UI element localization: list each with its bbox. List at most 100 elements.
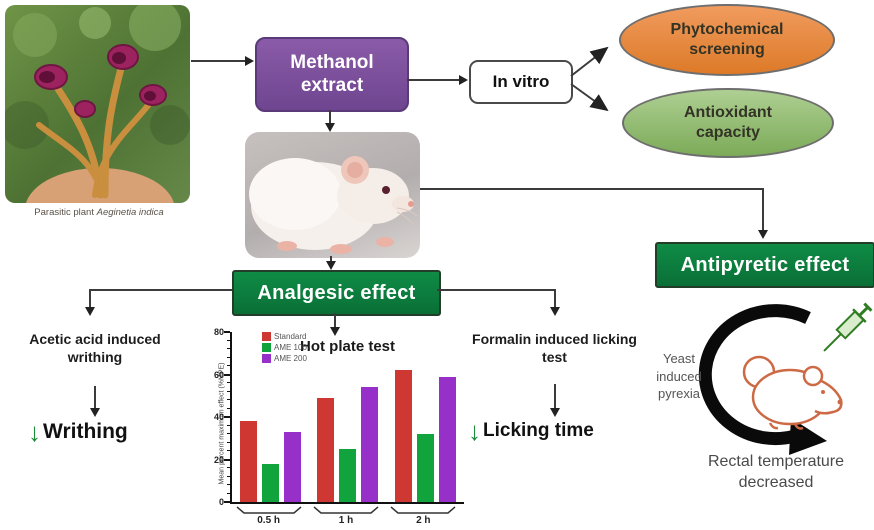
plant-photo: [5, 5, 190, 203]
chart-y-axis-label: Mean percent maximum effect (%MPE): [218, 362, 226, 485]
y-tick: [224, 373, 230, 376]
bar-ame-200: [284, 431, 302, 502]
y-tick: [224, 501, 230, 503]
legend-item: AME 200: [262, 354, 307, 363]
syringe-icon: [823, 302, 873, 352]
connector-line: [191, 60, 246, 62]
bar-standard: [240, 421, 258, 502]
legend-swatch: [262, 343, 271, 352]
y-tick-label: 60: [213, 369, 224, 380]
y-minor-tick: [227, 475, 230, 477]
connector-line: [94, 386, 96, 410]
bar-groups: [232, 370, 464, 502]
bar-ame-200: [438, 376, 456, 502]
group-bracket: [236, 506, 302, 514]
hotplate-plot: Standard AME 100 AME 200 0 20 40 60 80: [214, 327, 464, 507]
hot-plate-chart: Mean percent maximum effect (%MPE) Hot p…: [204, 324, 470, 530]
y-minor-tick: [227, 407, 230, 409]
legend-swatch: [262, 354, 271, 363]
plant-illustration: [5, 5, 190, 203]
x-axis-group: 1 h: [311, 506, 381, 526]
methanol-extract-label: Methanol extract: [290, 51, 374, 96]
writhing-result-label: Writhing: [43, 420, 128, 443]
y-tick-label: 0: [218, 497, 224, 507]
antipyretic-effect-box: Antipyretic effect: [655, 242, 874, 288]
group-bracket: [390, 506, 456, 514]
y-minor-tick: [227, 399, 230, 400]
antipyretic-effect-label: Antipyretic effect: [680, 253, 850, 276]
mouse-outline-icon: [742, 355, 843, 430]
legend-label: AME 200: [274, 354, 307, 363]
licking-result-label: Licking time: [483, 420, 594, 441]
y-minor-tick: [227, 441, 230, 443]
bar-group: [394, 370, 456, 502]
chart-title: Hot plate test: [300, 338, 396, 355]
arrowhead-icon: [85, 307, 95, 316]
connector-line: [89, 289, 91, 309]
x-tick-label: 2 h: [416, 515, 431, 526]
connector-line: [762, 188, 764, 232]
arrowhead-icon: [245, 56, 254, 66]
x-axis-row: 0.5 h 1 h 2 h: [230, 506, 462, 526]
arrowhead-icon: [550, 307, 560, 316]
connector-line: [437, 289, 556, 291]
phytochemical-ellipse: Phytochemical screening: [619, 4, 835, 76]
x-tick-label: 1 h: [338, 515, 354, 526]
y-tick: [224, 458, 230, 461]
y-minor-tick: [227, 348, 230, 349]
mouse-illustration: [249, 156, 418, 254]
analgesic-effect-label: Analgesic effect: [257, 281, 416, 304]
legend-label: Standard: [274, 332, 307, 341]
plant-caption-prefix: Parasitic plant: [34, 207, 94, 218]
connector-line: [554, 384, 556, 410]
y-minor-tick: [227, 484, 230, 485]
y-tick-label: 40: [213, 412, 224, 422]
y-tick-label: 80: [213, 327, 224, 337]
bar-ame-100: [339, 448, 357, 502]
antioxidant-ellipse: Antioxidant capacity: [622, 88, 834, 158]
y-minor-tick: [227, 390, 230, 392]
in-vitro-label: In vitro: [492, 72, 550, 91]
methanol-extract-box: Methanol extract: [255, 37, 409, 112]
circular-arrow-icon: [698, 304, 811, 446]
connector-line: [329, 110, 331, 124]
y-minor-tick: [227, 467, 230, 468]
mouse-photo: [245, 132, 420, 258]
pyrexia-cycle-diagram: [698, 302, 873, 455]
in-vitro-box: In vitro: [469, 60, 573, 104]
arrowhead-icon: [330, 327, 340, 336]
group-bracket: [313, 506, 379, 514]
x-tick-label: 0.5 h: [257, 515, 281, 526]
acetic-acid-label: Acetic acid induced writhing: [29, 331, 161, 366]
x-axis-group: 2 h: [388, 506, 458, 526]
yeast-pyrexia-label: Yeast induced pyrexia: [656, 351, 702, 402]
y-minor-tick: [227, 492, 230, 494]
fan-arrows: [570, 46, 609, 112]
legend-label: AME 100: [274, 343, 307, 352]
licking-result: ↓ Licking time: [468, 418, 594, 444]
arrowhead-icon: [550, 408, 560, 417]
rectal-temperature-label: Rectal temperature decreased: [707, 453, 845, 491]
bar-group: [240, 421, 302, 502]
bar-ame-200: [361, 387, 379, 502]
connector-line: [334, 313, 336, 329]
plant-caption: Parasitic plant Aeginetia indica: [0, 207, 198, 218]
y-tick: [224, 331, 230, 333]
plant-species-name: Aeginetia indica: [96, 207, 164, 218]
legend-item: Standard: [262, 332, 307, 341]
bar-standard: [394, 370, 412, 502]
bar-standard: [317, 397, 335, 502]
legend-swatch: [262, 332, 271, 341]
y-minor-tick: [227, 450, 230, 451]
connector-line: [89, 289, 232, 291]
y-minor-tick: [227, 433, 230, 434]
connector-line: [407, 79, 461, 81]
y-minor-tick: [227, 356, 230, 358]
arrowhead-icon: [325, 123, 335, 132]
legend-item: AME 100: [262, 343, 307, 352]
phytochemical-label: Phytochemical screening: [670, 21, 784, 58]
chart-legend: Standard AME 100 AME 200: [262, 332, 307, 363]
y-minor-tick: [227, 382, 230, 383]
bar-ame-100: [262, 463, 280, 502]
